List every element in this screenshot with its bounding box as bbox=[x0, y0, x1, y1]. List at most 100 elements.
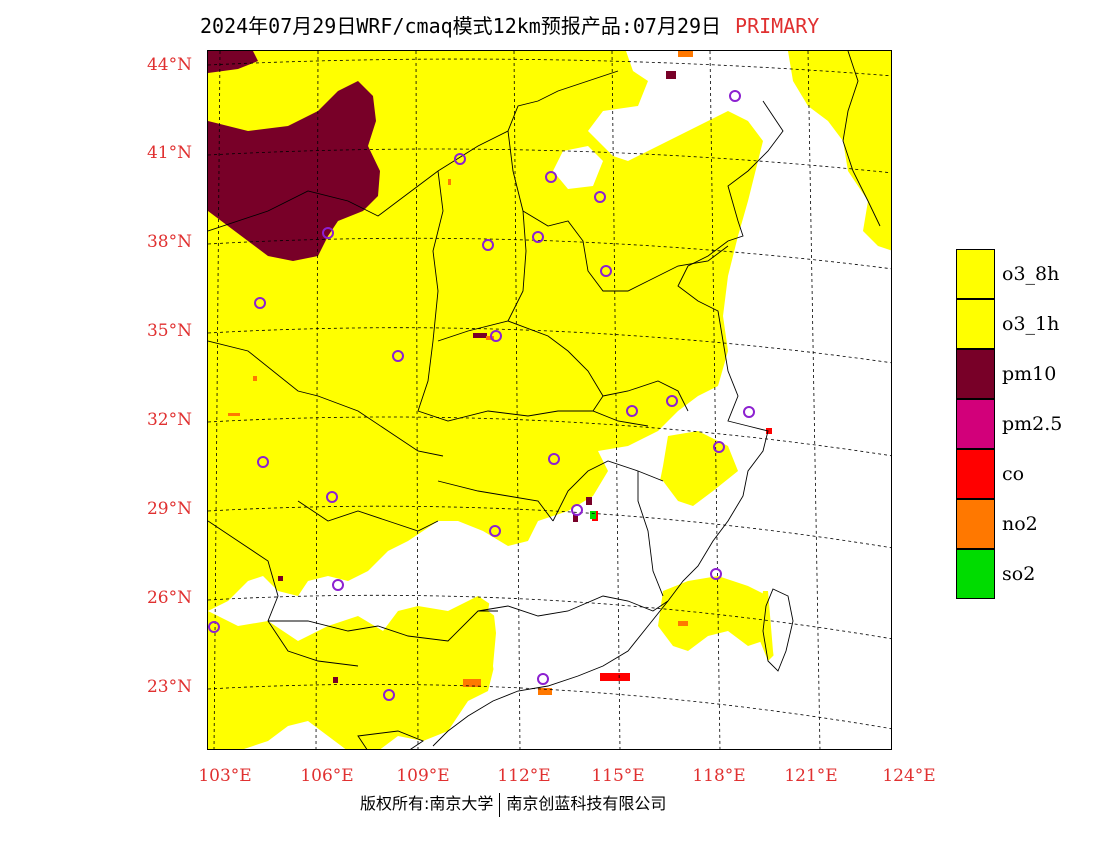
copyright-footer: 版权所有:南京大学 南京创蓝科技有限公司 bbox=[360, 790, 666, 817]
legend-swatch bbox=[956, 399, 995, 449]
legend-label: pm2.5 bbox=[1002, 413, 1063, 435]
legend-swatch bbox=[956, 299, 995, 349]
no2-speck bbox=[678, 51, 693, 57]
boundary-shandong bbox=[647, 245, 729, 282]
lat-label-35: 35°N bbox=[146, 321, 192, 341]
graticule bbox=[208, 51, 891, 749]
station-marker bbox=[600, 265, 612, 277]
co-speck bbox=[766, 428, 772, 434]
station-marker bbox=[489, 525, 501, 537]
no2-speck bbox=[538, 688, 552, 695]
station-marker bbox=[548, 453, 560, 465]
lat-label-32: 32°N bbox=[146, 410, 192, 430]
parallel-23 bbox=[208, 683, 891, 730]
legend-swatch bbox=[956, 549, 995, 599]
boundary-yunnan bbox=[208, 520, 359, 667]
hainan-outline bbox=[357, 730, 424, 749]
station-marker bbox=[326, 491, 338, 503]
station-marker bbox=[254, 297, 266, 309]
boundary-guangxi bbox=[268, 610, 498, 642]
meridian-118 bbox=[709, 51, 721, 749]
parallel-38 bbox=[208, 237, 891, 270]
boundary-hunan bbox=[437, 480, 554, 522]
station-marker bbox=[322, 227, 334, 239]
clear-region-sea-south bbox=[414, 691, 768, 749]
lat-label-41: 41°N bbox=[146, 143, 192, 163]
boundary-anhui bbox=[602, 380, 689, 412]
station-marker bbox=[383, 689, 395, 701]
boundary-guangdong bbox=[477, 595, 669, 617]
station-markers bbox=[208, 90, 755, 701]
lat-label-38: 38°N bbox=[146, 232, 192, 252]
no2-speck bbox=[253, 376, 257, 381]
station-marker bbox=[490, 330, 502, 342]
map-frame[interactable] bbox=[207, 50, 892, 750]
coastline-east bbox=[432, 100, 784, 747]
pm10-patch-top bbox=[208, 51, 258, 73]
product-title: 2024年07月29日WRF/cmaq模式12km预报产品:07月29日 PRIM… bbox=[200, 10, 819, 39]
clear-region-jiangxi bbox=[488, 471, 688, 631]
station-marker bbox=[392, 350, 404, 362]
pm10-speck bbox=[573, 514, 578, 522]
parallel-32 bbox=[208, 416, 891, 457]
o3-region-fujian bbox=[658, 431, 738, 506]
lon-label-109: 109°E bbox=[396, 766, 450, 786]
meridian-112 bbox=[513, 51, 521, 749]
lon-label-124: 124°E bbox=[882, 766, 936, 786]
legend-label: co bbox=[1002, 463, 1025, 485]
boundary-fujian bbox=[637, 471, 664, 597]
no2-speck bbox=[228, 413, 240, 416]
station-marker bbox=[713, 441, 725, 453]
clear-region-guangdong bbox=[493, 611, 663, 711]
legend-swatch bbox=[956, 449, 995, 499]
no2-speck bbox=[448, 179, 451, 185]
legend-label: pm10 bbox=[1002, 363, 1057, 385]
co-speck bbox=[600, 673, 630, 681]
legend-label: o3_1h bbox=[1002, 313, 1060, 335]
lon-label-118: 118°E bbox=[692, 766, 746, 786]
so2-speck bbox=[590, 511, 596, 519]
pm10-speck bbox=[333, 677, 338, 683]
pm10-speck bbox=[666, 71, 676, 79]
no2-speck bbox=[486, 336, 494, 340]
lon-label-106: 106°E bbox=[300, 766, 354, 786]
no2-speck bbox=[463, 679, 481, 687]
station-marker bbox=[454, 153, 466, 165]
parallel-35 bbox=[208, 327, 891, 364]
pm10-speck bbox=[586, 497, 592, 505]
legend-swatch bbox=[956, 349, 995, 399]
station-marker bbox=[545, 171, 557, 183]
legend-swatch bbox=[956, 499, 995, 549]
station-marker bbox=[666, 395, 678, 407]
legend-label: o3_8h bbox=[1002, 263, 1060, 285]
legend-swatch bbox=[956, 249, 995, 299]
lat-label-26: 26°N bbox=[146, 588, 192, 608]
title-text: 2024年07月29日WRF/cmaq模式12km预报产品:07月29日 bbox=[200, 14, 722, 38]
station-marker bbox=[332, 579, 344, 591]
copyright-owner: 版权所有:南京大学 bbox=[360, 794, 494, 813]
parallel-26 bbox=[208, 594, 891, 640]
clear-region-beijing bbox=[553, 146, 603, 189]
boundary-hebei bbox=[522, 210, 649, 292]
o3-region-korea bbox=[788, 51, 891, 251]
station-marker bbox=[594, 191, 606, 203]
boundaries bbox=[208, 51, 881, 749]
lat-label-23: 23°N bbox=[146, 677, 192, 697]
station-marker bbox=[208, 621, 220, 633]
lon-label-112: 112°E bbox=[497, 766, 551, 786]
taiwan-outline bbox=[762, 588, 794, 672]
no2-speck bbox=[678, 621, 688, 626]
station-marker bbox=[743, 406, 755, 418]
legend-label: so2 bbox=[1002, 563, 1036, 585]
station-marker bbox=[571, 504, 583, 516]
parallel-29 bbox=[208, 505, 891, 549]
copyright-company: 南京创蓝科技有限公司 bbox=[506, 794, 667, 813]
lon-label-115: 115°E bbox=[591, 766, 645, 786]
lon-label-103: 103°E bbox=[198, 766, 252, 786]
station-marker bbox=[257, 456, 269, 468]
korea-outline bbox=[842, 51, 881, 227]
boundary-shaanxi bbox=[417, 170, 444, 412]
meridian-103 bbox=[213, 51, 221, 749]
boundary-shanxi bbox=[507, 130, 527, 322]
